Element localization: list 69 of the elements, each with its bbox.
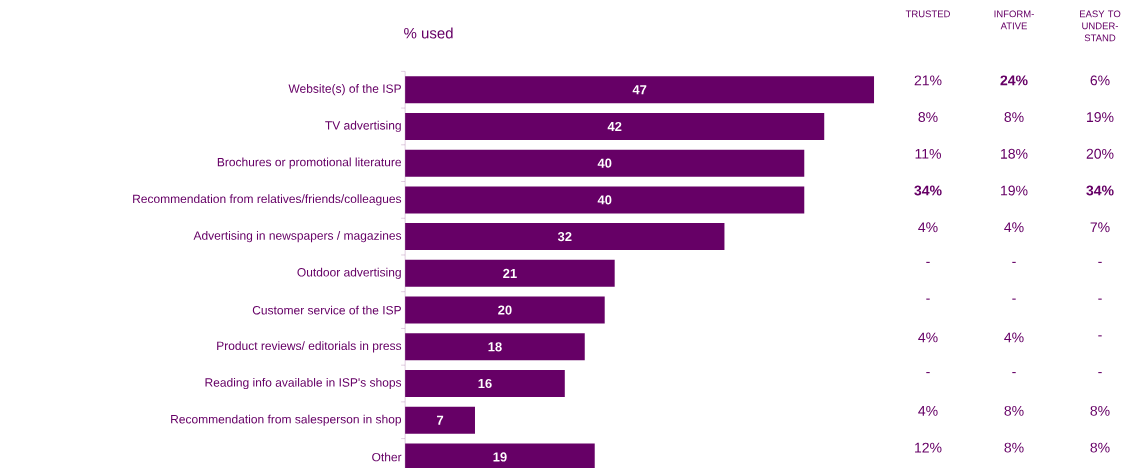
text: 8% (1004, 442, 1024, 453)
text: 18% (1001, 148, 1028, 159)
text: 4% (918, 332, 938, 343)
text: 20% (1086, 148, 1114, 159)
bar (405, 76, 875, 104)
bar (405, 149, 805, 177)
data-label: 16 (478, 378, 492, 389)
y-tick-label: TV advertising (325, 120, 401, 133)
y-tick-label: Other (372, 452, 402, 462)
text: 19% (1087, 112, 1114, 123)
data-label: 42 (607, 121, 622, 131)
y-tick-label: Recommendation from relatives/friends/colleagues (133, 194, 402, 206)
text: 34% (914, 185, 942, 196)
data-label: 21 (503, 268, 517, 278)
y-tick-label: Website(s) of the ISP (288, 84, 401, 96)
category-label: EASY TO UNDER-STAND (1080, 10, 1121, 42)
y-tick-label: Reading info available in ISP's shops (205, 377, 402, 390)
y-tick-label: Advertising in newspapers / magazines (193, 231, 402, 243)
text: - (1098, 298, 1102, 300)
text: 21% (914, 75, 942, 86)
data-label: 32 (557, 232, 572, 242)
text: 8% (1004, 112, 1024, 123)
data-label: 7 (437, 415, 444, 425)
y-tick-label: Product reviews/ editorials in press (217, 341, 402, 353)
text: - (1098, 372, 1102, 374)
category-label: TRUSTED (905, 10, 950, 18)
y-tick-label: Brochures or promotional literature (217, 157, 402, 169)
bar (405, 259, 615, 287)
text: 11% (915, 148, 941, 159)
text: - (1012, 298, 1016, 300)
text: 4% (1004, 222, 1024, 233)
text: 4% (918, 222, 938, 233)
bar (405, 112, 825, 140)
chart-title: % used (404, 27, 453, 39)
y-tick-label: Recommendation from salesperson in shop (171, 414, 402, 426)
bar (405, 296, 605, 324)
text: 34% (1086, 185, 1114, 196)
bar (405, 223, 725, 251)
text: 19% (1001, 185, 1028, 196)
text: - (1012, 261, 1016, 263)
text: 4% (1004, 332, 1024, 343)
bar (405, 333, 585, 361)
text: 12% (915, 442, 942, 453)
data-label: 20 (498, 305, 512, 315)
data-label: 47 (632, 85, 647, 95)
text: - (1098, 335, 1102, 337)
text: 8% (1004, 405, 1024, 416)
text: 7% (1090, 222, 1110, 233)
text: - (1012, 372, 1016, 374)
data-label: 18 (488, 342, 502, 352)
y-tick-label: Customer service of the ISP (252, 305, 401, 315)
text: - (1098, 261, 1102, 263)
bar (405, 370, 565, 398)
bar (405, 186, 805, 214)
text: 8% (918, 112, 938, 123)
bar (405, 406, 475, 434)
text: - (926, 298, 930, 300)
text: - (926, 372, 930, 374)
data-label: 40 (597, 158, 612, 168)
text: 8% (1090, 442, 1110, 453)
text: 8% (1090, 405, 1110, 416)
text: - (926, 261, 930, 263)
data-label: 19 (493, 452, 507, 462)
text: 4% (918, 405, 938, 416)
data-label: 40 (597, 195, 612, 205)
text: 6% (1090, 75, 1110, 86)
text: 24% (1000, 75, 1028, 86)
category-label: INFORM-ATIVE (994, 10, 1034, 30)
y-tick-label: Outdoor advertising (297, 267, 401, 279)
